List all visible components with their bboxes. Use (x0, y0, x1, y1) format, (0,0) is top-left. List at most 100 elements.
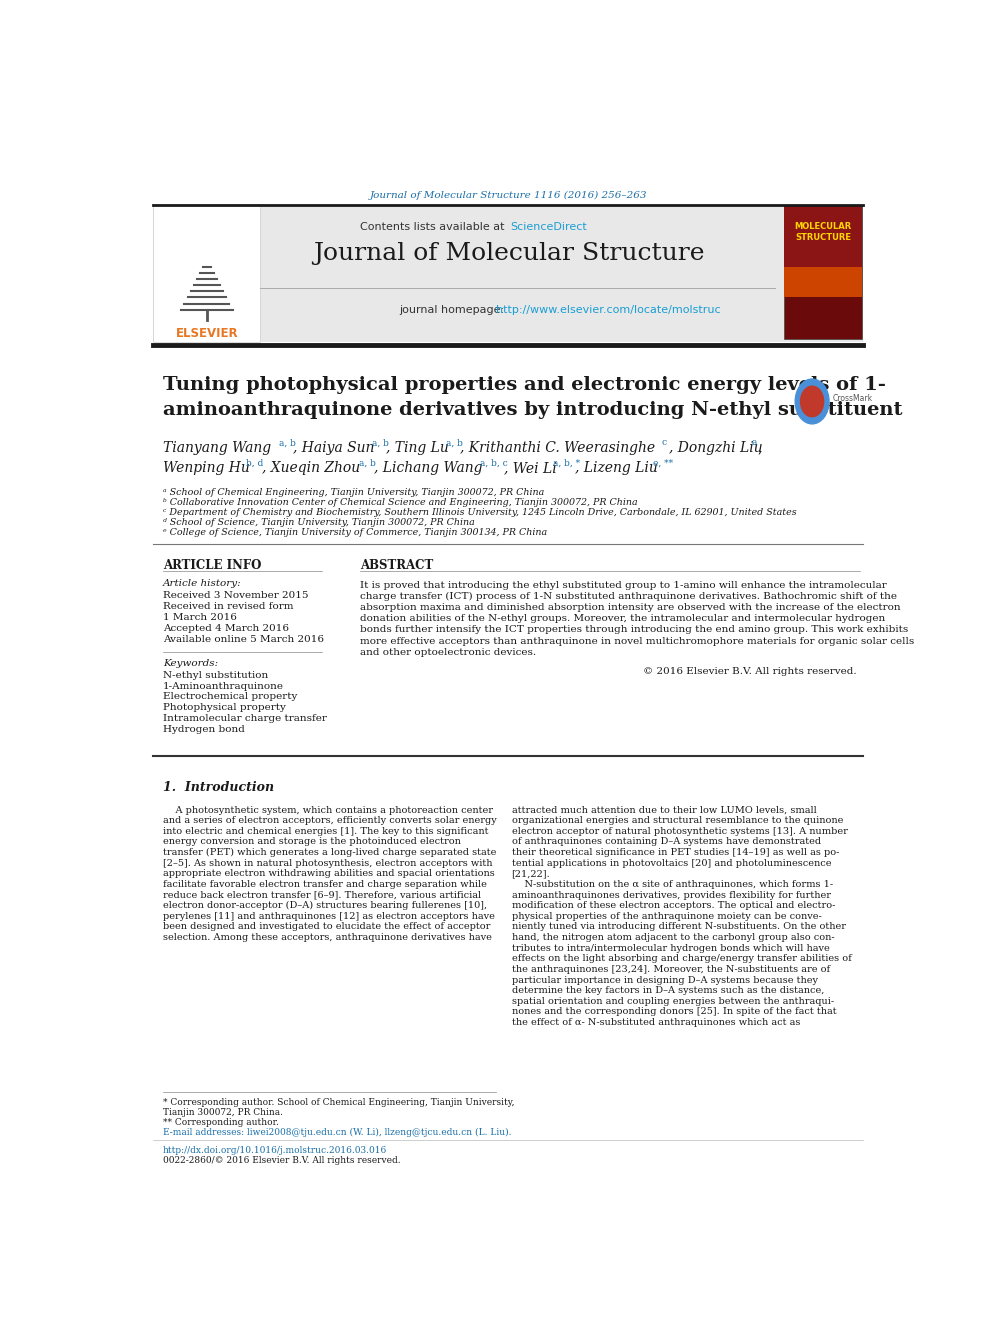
Text: , Lizeng Liu: , Lizeng Liu (575, 462, 658, 475)
Text: a, b, c: a, b, c (480, 458, 508, 467)
Text: ABSTRACT: ABSTRACT (360, 560, 434, 572)
Text: ᵇ Collaborative Innovation Center of Chemical Science and Engineering, Tianjin 3: ᵇ Collaborative Innovation Center of Che… (163, 499, 638, 507)
Text: N-substitution on the α site of anthraquinones, which forms 1-: N-substitution on the α site of anthraqu… (512, 880, 832, 889)
Text: Tuning photophysical properties and electronic energy levels of 1-: Tuning photophysical properties and elec… (163, 376, 886, 394)
Text: electron acceptor of natural photosynthetic systems [13]. A number: electron acceptor of natural photosynthe… (512, 827, 847, 836)
Text: , Dongzhi Liu: , Dongzhi Liu (669, 442, 763, 455)
Text: Keywords:: Keywords: (163, 659, 218, 668)
Text: , Ting Lu: , Ting Lu (386, 442, 448, 455)
Text: spatial orientation and coupling energies between the anthraqui-: spatial orientation and coupling energie… (512, 996, 833, 1005)
Bar (154, 205, 260, 343)
Text: Accepted 4 March 2016: Accepted 4 March 2016 (163, 624, 289, 632)
Text: Wenping Hu: Wenping Hu (163, 462, 250, 475)
Text: Received in revised form: Received in revised form (163, 602, 294, 611)
Text: a, b: a, b (372, 438, 389, 447)
Text: ARTICLE INFO: ARTICLE INFO (163, 560, 261, 572)
Text: modification of these electron acceptors. The optical and electro-: modification of these electron acceptors… (512, 901, 835, 910)
Text: Received 3 November 2015: Received 3 November 2015 (163, 591, 309, 601)
Text: perylenes [11] and anthraquinones [12] as electron acceptors have: perylenes [11] and anthraquinones [12] a… (163, 912, 495, 921)
Text: 1 March 2016: 1 March 2016 (163, 613, 237, 622)
Text: ,: , (757, 442, 762, 455)
Text: CrossMark: CrossMark (833, 394, 873, 404)
Text: attracted much attention due to their low LUMO levels, small: attracted much attention due to their lo… (512, 806, 816, 815)
Text: http://dx.doi.org/10.1016/j.molstruc.2016.03.016: http://dx.doi.org/10.1016/j.molstruc.201… (163, 1146, 387, 1155)
Text: energy conversion and storage is the photoinduced electron: energy conversion and storage is the pho… (163, 837, 460, 847)
Text: It is proved that introducing the ethyl substituted group to 1-amino will enhanc: It is proved that introducing the ethyl … (360, 581, 887, 590)
Text: a, b: a, b (359, 458, 376, 467)
Text: http://www.elsevier.com/locate/molstruc: http://www.elsevier.com/locate/molstruc (496, 306, 720, 315)
Text: Available online 5 March 2016: Available online 5 March 2016 (163, 635, 323, 643)
Text: electron donor-acceptor (D–A) structures bearing fullerenes [10],: electron donor-acceptor (D–A) structures… (163, 901, 487, 910)
Text: niently tuned via introducing different N-substituents. On the other: niently tuned via introducing different … (512, 922, 845, 931)
Text: A photosynthetic system, which contains a photoreaction center: A photosynthetic system, which contains … (163, 806, 493, 815)
Text: [21,22].: [21,22]. (512, 869, 551, 878)
Text: ᶜ Department of Chemistry and Biochemistry, Southern Illinois University, 1245 L: ᶜ Department of Chemistry and Biochemist… (163, 508, 797, 517)
Text: charge transfer (ICT) process of 1-N substituted anthraquinone derivatives. Bath: charge transfer (ICT) process of 1-N sub… (360, 591, 898, 601)
Text: , Haiya Sun: , Haiya Sun (293, 442, 374, 455)
Text: aminoanthraquinone derivatives by introducing N-ethyl substituent: aminoanthraquinone derivatives by introd… (163, 401, 903, 419)
Text: Contents lists available at: Contents lists available at (360, 222, 509, 232)
Text: donation abilities of the N-ethyl groups. Moreover, the intramolecular and inter: donation abilities of the N-ethyl groups… (360, 614, 886, 623)
Text: ᵃ School of Chemical Engineering, Tianjin University, Tianjin 300072, PR China: ᵃ School of Chemical Engineering, Tianji… (163, 488, 544, 497)
Text: Tianjin 300072, PR China.: Tianjin 300072, PR China. (163, 1109, 283, 1117)
Text: selection. Among these acceptors, anthraquinone derivatives have: selection. Among these acceptors, anthra… (163, 933, 492, 942)
Text: transfer (PET) which generates a long-lived charge separated state: transfer (PET) which generates a long-li… (163, 848, 496, 857)
Text: nones and the corresponding donors [25]. In spite of the fact that: nones and the corresponding donors [25].… (512, 1007, 836, 1016)
Text: , Xueqin Zhou: , Xueqin Zhou (262, 462, 360, 475)
Text: © 2016 Elsevier B.V. All rights reserved.: © 2016 Elsevier B.V. All rights reserved… (643, 667, 856, 676)
Bar (785, 206, 862, 339)
Text: Article history:: Article history: (163, 579, 241, 589)
Text: organizational energies and structural resemblance to the quinone: organizational energies and structural r… (512, 816, 843, 826)
Text: Electrochemical property: Electrochemical property (163, 692, 298, 701)
Text: [2–5]. As shown in natural photosynthesis, electron acceptors with: [2–5]. As shown in natural photosynthesi… (163, 859, 492, 868)
Text: determine the key factors in D–A systems such as the distance,: determine the key factors in D–A systems… (512, 986, 824, 995)
Bar (785, 266, 862, 298)
Text: a, b: a, b (279, 438, 296, 447)
Text: been designed and investigated to elucidate the effect of acceptor: been designed and investigated to elucid… (163, 922, 490, 931)
Text: Hydrogen bond: Hydrogen bond (163, 725, 245, 734)
Text: aminoanthraquinones derivatives, provides flexibility for further: aminoanthraquinones derivatives, provide… (512, 890, 830, 900)
Text: into electric and chemical energies [1]. The key to this significant: into electric and chemical energies [1].… (163, 827, 488, 836)
Text: , Lichang Wang: , Lichang Wang (374, 462, 482, 475)
Text: of anthraquinones containing D–A systems have demonstrated: of anthraquinones containing D–A systems… (512, 837, 820, 847)
Text: Journal of Molecular Structure 1116 (2016) 256–263: Journal of Molecular Structure 1116 (201… (370, 191, 647, 200)
Text: hand, the nitrogen atom adjacent to the carbonyl group also con-: hand, the nitrogen atom adjacent to the … (512, 933, 834, 942)
Text: appropriate electron withdrawing abilities and spacial orientations: appropriate electron withdrawing abiliti… (163, 869, 494, 878)
Text: Intramolecular charge transfer: Intramolecular charge transfer (163, 714, 326, 722)
Text: reduce back electron transfer [6–9]. Therefore, various artificial: reduce back electron transfer [6–9]. The… (163, 890, 481, 900)
Text: , Krithanthi C. Weerasinghe: , Krithanthi C. Weerasinghe (459, 442, 655, 455)
Text: c: c (662, 438, 667, 447)
Text: Photophysical property: Photophysical property (163, 703, 286, 712)
Text: journal homepage:: journal homepage: (399, 306, 508, 315)
Text: MOLECULAR
STRUCTURE: MOLECULAR STRUCTURE (795, 222, 852, 242)
Text: ᵉ College of Science, Tianjin University of Commerce, Tianjin 300134, PR China: ᵉ College of Science, Tianjin University… (163, 528, 547, 537)
Text: , Wei Li: , Wei Li (504, 462, 557, 475)
Text: effects on the light absorbing and charge/energy transfer abilities of: effects on the light absorbing and charg… (512, 954, 851, 963)
Text: particular importance in designing D–A systems because they: particular importance in designing D–A s… (512, 975, 817, 984)
Text: bonds further intensify the ICT properties through introducing the end amino gro: bonds further intensify the ICT properti… (360, 626, 909, 635)
Text: a, b: a, b (445, 438, 462, 447)
Text: ScienceDirect: ScienceDirect (510, 222, 586, 232)
Bar (785, 206, 862, 266)
Text: the effect of α- N-substituted anthraquinones which act as: the effect of α- N-substituted anthraqui… (512, 1019, 800, 1027)
Text: a, b, *: a, b, * (553, 458, 579, 467)
Text: facilitate favorable electron transfer and charge separation while: facilitate favorable electron transfer a… (163, 880, 487, 889)
Text: and other optoelectronic devices.: and other optoelectronic devices. (360, 648, 537, 656)
Text: physical properties of the anthraquinone moiety can be conve-: physical properties of the anthraquinone… (512, 912, 821, 921)
Text: N-ethyl substitution: N-ethyl substitution (163, 671, 268, 680)
Text: tential applications in photovoltaics [20] and photoluminescence: tential applications in photovoltaics [2… (512, 859, 831, 868)
Text: a: a (752, 438, 757, 447)
Text: more effective acceptors than anthraquinone in novel multichromophore materials : more effective acceptors than anthraquin… (360, 636, 915, 646)
Text: Tianyang Wang: Tianyang Wang (163, 442, 271, 455)
Bar (154, 205, 863, 343)
Text: the anthraquinones [23,24]. Moreover, the N-substituents are of: the anthraquinones [23,24]. Moreover, th… (512, 964, 829, 974)
Text: * Corresponding author. School of Chemical Engineering, Tianjin University,: * Corresponding author. School of Chemic… (163, 1098, 514, 1107)
Text: ELSEVIER: ELSEVIER (176, 327, 238, 340)
Circle shape (796, 380, 829, 423)
Text: 0022-2860/© 2016 Elsevier B.V. All rights reserved.: 0022-2860/© 2016 Elsevier B.V. All right… (163, 1156, 401, 1166)
Circle shape (801, 386, 823, 417)
Text: 1-Aminoanthraquinone: 1-Aminoanthraquinone (163, 681, 284, 691)
Text: tributes to intra/intermolecular hydrogen bonds which will have: tributes to intra/intermolecular hydroge… (512, 943, 829, 953)
Text: ᵈ School of Science, Tianjin University, Tianjin 300072, PR China: ᵈ School of Science, Tianjin University,… (163, 519, 474, 528)
Text: Journal of Molecular Structure: Journal of Molecular Structure (312, 242, 704, 265)
